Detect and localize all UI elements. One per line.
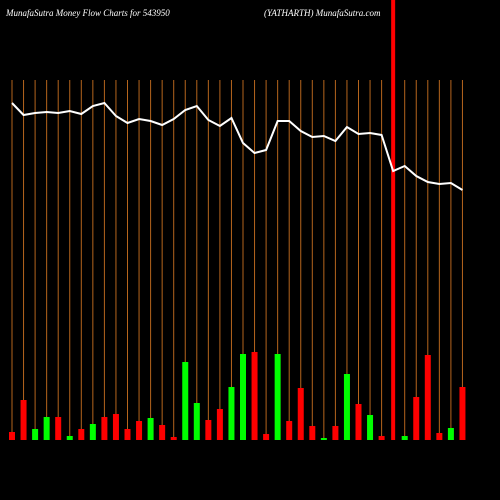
bar: [136, 421, 143, 440]
bar: [424, 355, 431, 440]
bar: [378, 436, 385, 440]
bar: [228, 387, 235, 440]
bar: [89, 424, 96, 440]
bar: [274, 354, 281, 440]
bar: [263, 434, 270, 440]
bar: [147, 418, 154, 440]
bar: [159, 425, 166, 440]
bar: [55, 417, 62, 440]
bar: [332, 426, 339, 440]
bar: [193, 403, 200, 440]
bar: [343, 374, 350, 440]
bar: [32, 429, 39, 440]
chart-title: MunafaSutra Money Flow Charts for 543950: [5, 8, 170, 18]
marks: [9, 101, 466, 440]
bar: [309, 426, 316, 440]
bar: [20, 400, 27, 440]
bar: [112, 414, 119, 440]
price-line: [11, 101, 463, 191]
bar: [413, 397, 420, 440]
bar: [320, 438, 327, 440]
bar: [78, 429, 85, 440]
bar: [447, 428, 454, 440]
bar: [43, 417, 50, 440]
bar: [459, 387, 466, 440]
grid: [11, 0, 463, 440]
bar: [251, 352, 258, 440]
bar: [205, 420, 212, 440]
bar: [9, 432, 15, 440]
bar: [170, 437, 177, 440]
bar: [355, 404, 362, 440]
highlight-line: [391, 0, 396, 440]
bar: [240, 354, 246, 440]
bar: [182, 362, 189, 440]
bar: [436, 433, 443, 440]
bar: [367, 415, 374, 440]
chart-subtitle: (YATHARTH) MunafaSutra.com: [264, 8, 381, 18]
bar: [216, 409, 223, 440]
bar: [101, 417, 108, 440]
bar: [297, 388, 304, 440]
bar: [401, 436, 408, 440]
bar: [124, 429, 131, 440]
bar: [66, 436, 73, 440]
bar: [286, 421, 293, 440]
